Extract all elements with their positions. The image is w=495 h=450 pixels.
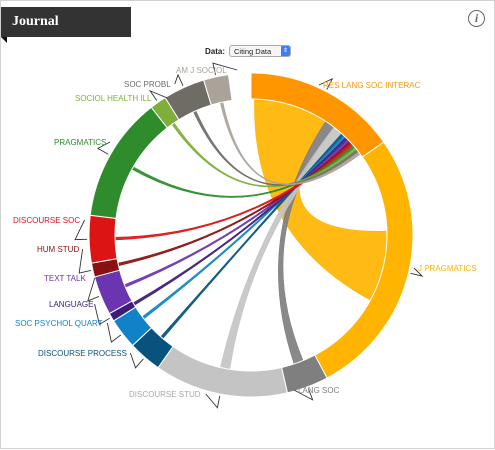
label-soc-probl[interactable]: SOC PROBL <box>124 80 171 89</box>
label-language[interactable]: LANGUAGE <box>49 300 93 309</box>
label-lang-soc[interactable]: LANG SOC <box>298 386 340 395</box>
leader-line-language <box>94 303 110 326</box>
leader-line-soc-psychol-quart <box>106 322 122 343</box>
leader-line-j-pragmatics <box>410 267 424 277</box>
label-am-j-sociol[interactable]: AM J SOCIOL <box>176 66 227 75</box>
arc-pragmatics[interactable] <box>89 106 168 219</box>
label-res-lang-soc-interac[interactable]: RES LANG SOC INTERAC <box>323 81 421 90</box>
leader-line-res-lang-soc-interac <box>318 77 334 90</box>
label-text-talk[interactable]: TEXT TALK <box>44 274 86 283</box>
label-discourse-stud[interactable]: DISCOURSE STUD <box>129 390 201 399</box>
arc-discourse-soc[interactable] <box>88 214 118 264</box>
label-hum-stud[interactable]: HUM STUD <box>37 245 79 254</box>
label-discourse-soc[interactable]: DISCOURSE SOC <box>13 216 80 225</box>
labels-layer: RES LANG SOC INTERAC J PRAGMATICS LANG SOC… <box>13 62 477 409</box>
data-select[interactable]: Citing Data ⇕ <box>229 45 292 57</box>
arc-am-j-sociol[interactable] <box>203 74 233 106</box>
leader-line-soc-probl <box>174 73 184 86</box>
leader-line-discourse-process <box>129 352 144 369</box>
leader-line-sociol-health-ill <box>148 89 168 101</box>
leader-line-text-talk <box>87 277 100 302</box>
data-selector-row: Data: Citing Data ⇕ <box>205 44 292 58</box>
leader-line-lang-soc <box>293 388 314 401</box>
label-discourse-process[interactable]: DISCOURSE PROCESS <box>38 349 127 358</box>
info-icon[interactable]: i <box>468 10 485 27</box>
label-j-pragmatics[interactable]: J PRAGMATICS <box>418 264 477 273</box>
select-arrows-icon: ⇕ <box>281 46 291 56</box>
label-pragmatics[interactable]: PRAGMATICS <box>54 138 106 147</box>
label-sociol-health-ill[interactable]: SOCIOL HEALTH ILL <box>75 94 152 103</box>
data-label: Data: <box>205 46 226 56</box>
data-select-value: Citing Data <box>234 47 272 56</box>
leader-line-hum-stud <box>78 248 91 274</box>
leader-line-discourse-stud <box>205 393 221 409</box>
leader-line-pragmatics <box>96 141 111 155</box>
leader-line-discourse-soc <box>74 219 88 241</box>
panel-title: Journal Relationships <box>1 7 131 59</box>
label-soc-psychol-quart[interactable]: SOC PSYCHOL QUART <box>15 319 103 328</box>
arcs-layer <box>88 72 414 398</box>
chords-layer <box>114 98 388 370</box>
leader-line-am-j-sociol <box>212 62 238 75</box>
